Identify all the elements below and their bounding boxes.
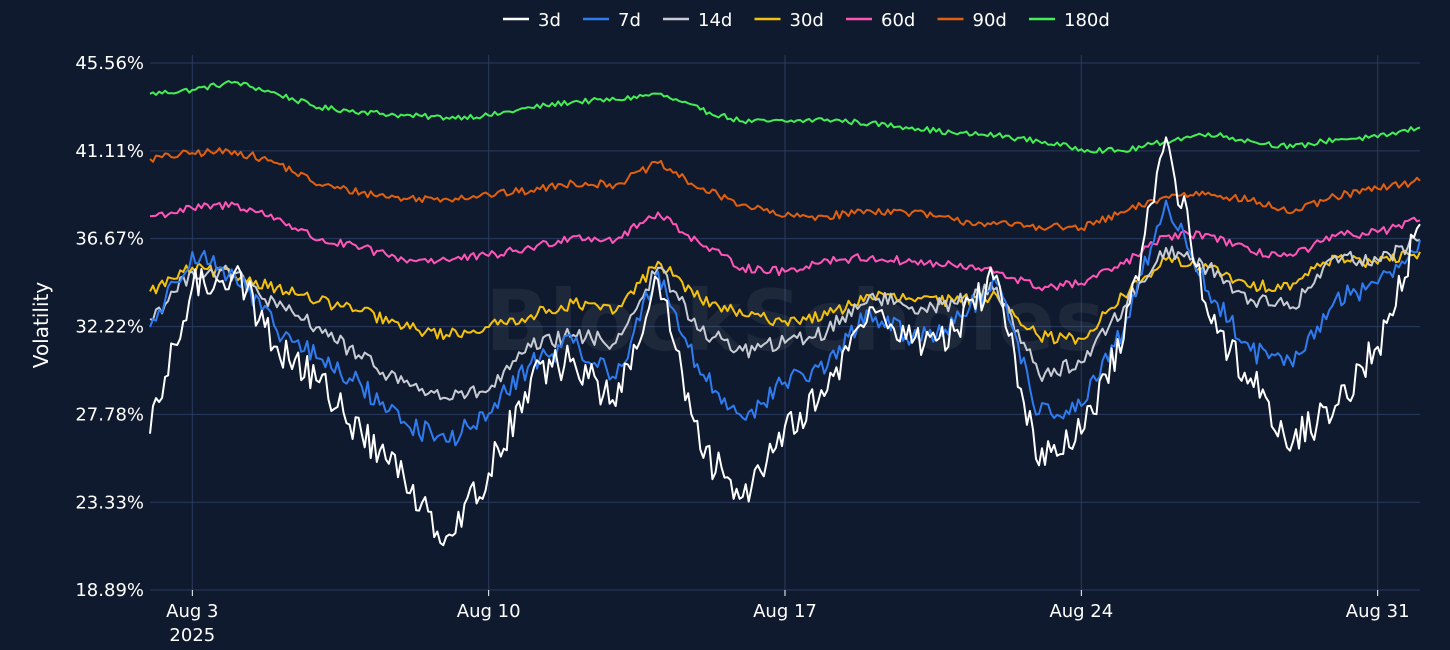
series-line-7d: [149, 199, 1421, 447]
y-tick-label: 27.78%: [75, 404, 144, 425]
x-tick-year-label: 2025: [169, 625, 215, 646]
y-tick-label: 36.67%: [75, 229, 144, 250]
x-axis-ticks: Aug 3 2025 Aug 10 Aug 17 Aug 24 Aug 31: [166, 590, 1410, 646]
x-tick-label: Aug 24: [1049, 601, 1113, 622]
y-tick-label: 45.56%: [75, 53, 144, 74]
watermark-text: BlockScholes: [485, 272, 1105, 370]
legend-label: 60d: [881, 10, 915, 31]
legend-item-30d[interactable]: 30d: [754, 10, 824, 31]
legend-item-7d[interactable]: 7d: [583, 10, 641, 31]
series-line-3d: [149, 136, 1421, 547]
y-axis-label: Volatility: [29, 282, 53, 369]
legend-label: 7d: [618, 10, 641, 31]
y-tick-label: 18.89%: [75, 580, 144, 601]
legend-item-3d[interactable]: 3d: [503, 10, 561, 31]
series-line-90d: [149, 147, 1421, 232]
series-line-60d: [149, 201, 1421, 292]
legend-label: 90d: [973, 10, 1007, 31]
x-tick-label: Aug 10: [457, 601, 521, 622]
x-tick-label: Aug 17: [753, 601, 817, 622]
y-axis-ticks: 18.89% 23.33% 27.78% 32.22% 36.67% 41.11% 45.5…: [75, 53, 144, 601]
legend-label: 3d: [538, 10, 561, 31]
legend-item-14d[interactable]: 14d: [663, 10, 732, 31]
series-line-14d: [149, 236, 1421, 401]
legend-item-90d[interactable]: 90d: [937, 10, 1007, 31]
legend-label: 14d: [698, 10, 732, 31]
series-layer: [149, 80, 1421, 547]
x-tick-label: Aug 3: [166, 601, 218, 622]
legend-item-180d[interactable]: 180d: [1029, 10, 1110, 31]
series-line-180d: [149, 80, 1421, 154]
legend[interactable]: 3d 7d 14d 30d 60d 90d 180d: [503, 10, 1110, 31]
y-tick-label: 32.22%: [75, 317, 144, 338]
legend-label: 180d: [1064, 10, 1110, 31]
x-tick-label: Aug 31: [1346, 601, 1410, 622]
legend-item-60d[interactable]: 60d: [846, 10, 915, 31]
legend-label: 30d: [790, 10, 824, 31]
y-tick-label: 41.11%: [75, 141, 144, 162]
y-tick-label: 23.33%: [75, 492, 144, 513]
